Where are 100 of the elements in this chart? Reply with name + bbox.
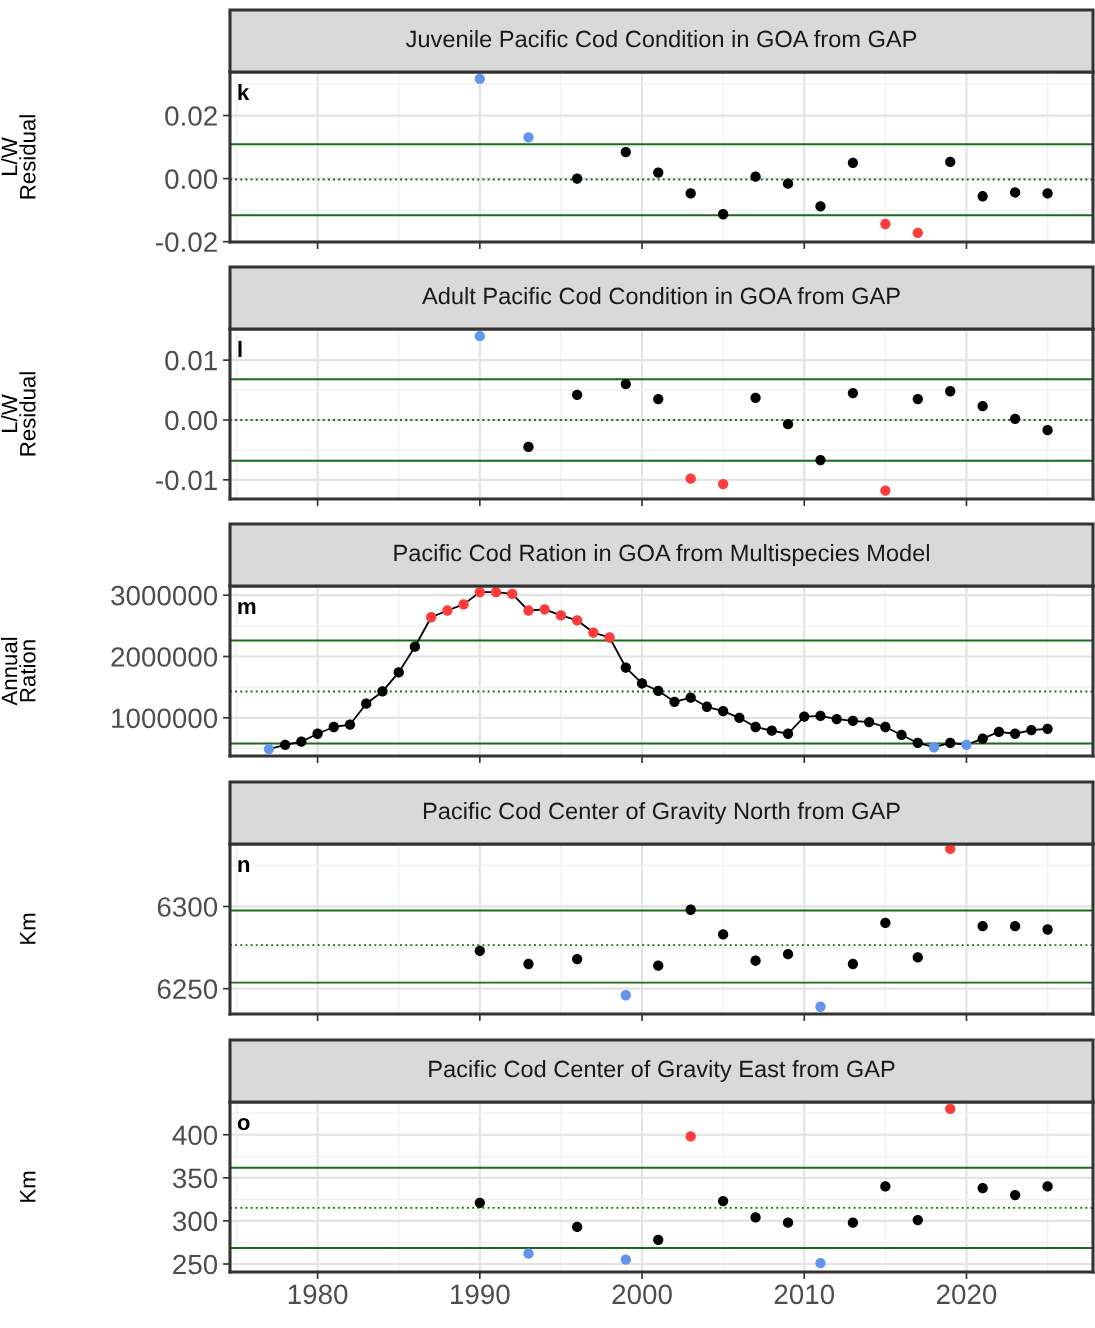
y-tick-label: 1000000 [112, 708, 218, 729]
x-tick-label: 1990 [451, 1284, 510, 1305]
point [815, 710, 826, 722]
point [572, 389, 583, 400]
point [507, 588, 518, 600]
point [977, 191, 988, 202]
point [523, 605, 534, 616]
point [1042, 425, 1053, 436]
x-tick-label: 2000 [612, 1284, 672, 1305]
chart-title: Pacific Cod Ration in GOA from Multispecies Model [394, 543, 929, 567]
point [588, 627, 599, 638]
point [685, 692, 696, 703]
point [653, 393, 664, 405]
y-tick-label: 6250 [157, 979, 218, 1000]
y-axis-title: Km [20, 913, 36, 944]
point [945, 1103, 956, 1115]
point [474, 1197, 485, 1208]
point [458, 599, 469, 610]
point [782, 728, 794, 739]
y-axis-title: L/W Residual [0, 372, 36, 456]
point [815, 1257, 826, 1269]
point [1009, 413, 1021, 424]
point [799, 711, 810, 722]
point [701, 701, 713, 712]
point [620, 378, 631, 390]
point [782, 419, 794, 430]
y-tick-label: 0.02 [165, 106, 217, 126]
x-tick-label: 1980 [288, 1284, 348, 1305]
point [945, 386, 956, 397]
y-axis-title: Annual Ration [0, 637, 36, 706]
point [572, 953, 583, 965]
point [880, 1181, 891, 1192]
point [912, 227, 923, 238]
point [685, 1131, 696, 1142]
point [750, 955, 761, 966]
point [474, 73, 485, 85]
point [717, 478, 729, 490]
y-tick-label: 0.00 [165, 169, 218, 189]
point [717, 209, 729, 220]
point [620, 990, 631, 1001]
point [1042, 1181, 1053, 1192]
chart-title: Juvenile Pacific Cod Condition in GOA from GAP [405, 30, 917, 48]
point [750, 392, 761, 403]
y-tick-label: 0.00 [165, 410, 218, 431]
point [669, 696, 680, 708]
point [685, 904, 696, 915]
point [977, 401, 988, 412]
point [426, 612, 437, 623]
point [815, 1001, 826, 1012]
point [361, 698, 372, 709]
point [555, 610, 567, 621]
point [572, 173, 583, 184]
point [912, 737, 923, 749]
point [620, 1254, 631, 1265]
point [750, 721, 761, 733]
point [961, 739, 972, 750]
point [977, 733, 988, 744]
point [409, 641, 421, 652]
point [945, 156, 956, 168]
point [653, 1234, 664, 1246]
point [750, 1212, 761, 1223]
point [572, 1221, 583, 1233]
y-tick-label: 0.01 [165, 350, 217, 371]
point [782, 178, 794, 189]
point [636, 678, 648, 689]
point [1042, 723, 1053, 734]
point [523, 1248, 534, 1259]
point [474, 586, 485, 598]
point [847, 387, 859, 399]
point [928, 742, 940, 753]
point [685, 473, 696, 484]
point [442, 605, 453, 616]
point [896, 729, 907, 741]
point [993, 726, 1005, 738]
y-tick-label: 400 [172, 1125, 218, 1146]
point [653, 685, 664, 696]
y-tick-label: -0.02 [156, 232, 217, 253]
point [847, 715, 859, 727]
y-axis-title: Km [20, 1171, 36, 1202]
point [880, 721, 891, 733]
y-tick-label: -0.01 [156, 470, 217, 491]
annotation: o [237, 1118, 250, 1131]
point [490, 586, 502, 598]
point [977, 1183, 988, 1194]
chart-title: Pacific Cod Center of Gravity North from GAP [423, 801, 900, 825]
point [945, 737, 956, 749]
point [782, 949, 794, 960]
y-axis-title: L/W Residual [0, 115, 36, 199]
chart-title: Pacific Cod Center of Gravity East from GAP [429, 1059, 895, 1083]
point [782, 1217, 794, 1228]
point [863, 716, 875, 728]
point [296, 736, 307, 747]
point [912, 952, 923, 963]
y-tick-label: 6300 [157, 897, 218, 917]
point [847, 958, 859, 970]
point [912, 1214, 923, 1226]
point [393, 667, 404, 678]
point [377, 686, 388, 697]
point [620, 662, 631, 673]
point [1042, 188, 1053, 199]
